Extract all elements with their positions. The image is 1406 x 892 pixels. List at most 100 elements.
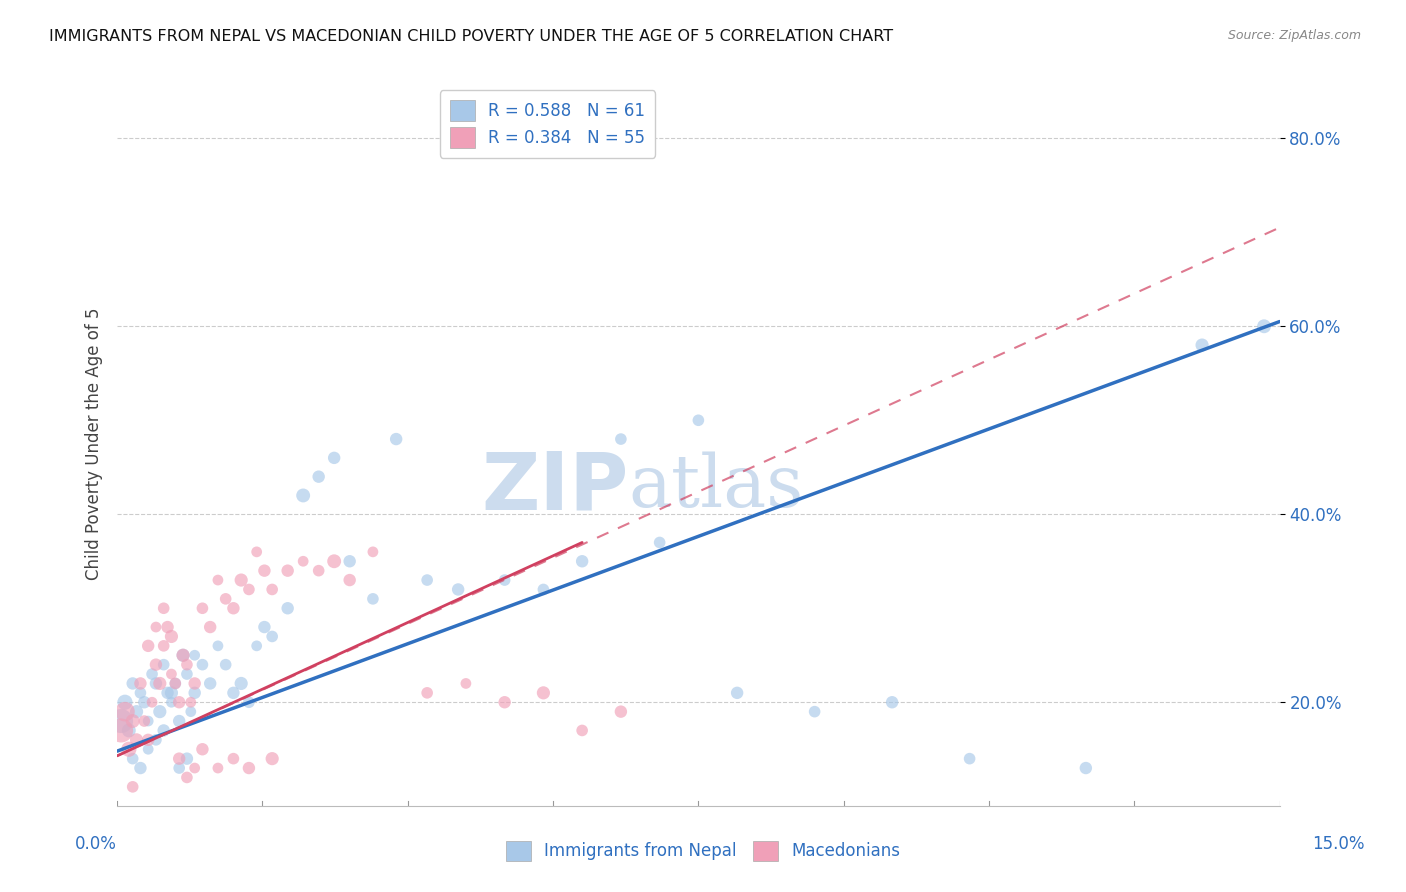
Point [160,686,183,700]
Text: 15.0%: 15.0% [1312,835,1365,853]
Point [959,751,981,765]
Point [238,695,260,709]
Point [136,742,159,756]
Point [121,780,143,794]
Point [292,488,315,502]
Point [160,630,183,644]
Point [152,657,174,672]
Point [215,657,238,672]
Point [222,751,245,765]
Point [610,705,633,719]
Point [416,686,439,700]
Point [803,705,825,719]
Point [136,639,159,653]
Point [125,732,148,747]
Point [262,751,284,765]
Point [238,582,260,597]
Point [152,601,174,615]
Point [156,620,179,634]
Point [308,469,330,483]
Point [145,676,167,690]
Point [222,601,245,615]
Point [277,601,299,615]
Text: 0.0%: 0.0% [75,835,117,853]
Point [176,771,198,785]
Point [160,667,183,681]
Point [180,695,202,709]
Point [531,582,554,597]
Point [134,695,156,709]
Point [149,676,172,690]
Point [160,695,183,709]
Point [167,751,190,765]
Point [118,742,141,756]
Point [141,695,163,709]
Point [125,705,148,719]
Point [207,639,229,653]
Point [447,582,470,597]
Point [246,545,269,559]
Point [238,761,260,775]
Point [114,705,136,719]
Point [145,620,167,634]
Point [129,686,152,700]
Point [246,639,269,653]
Point [134,714,156,728]
Point [253,620,276,634]
Point [198,676,221,690]
Point [361,545,384,559]
Point [494,573,516,587]
Point [494,695,516,709]
Point [165,676,187,690]
Point [323,450,346,465]
Text: Source: ZipAtlas.com: Source: ZipAtlas.com [1227,29,1361,42]
Point [207,761,229,775]
Point [339,573,361,587]
Text: atlas: atlas [628,452,804,523]
Point [454,676,477,690]
Point [262,582,284,597]
Point [136,714,159,728]
Point [191,601,214,615]
Point [222,686,245,700]
Point [1074,761,1097,775]
Point [110,723,132,738]
Point [121,751,143,765]
Point [610,432,633,446]
Point [183,648,205,663]
Point [231,676,253,690]
Point [167,761,190,775]
Point [277,564,299,578]
Point [183,686,205,700]
Legend: R = 0.588   N = 61, R = 0.384   N = 55: R = 0.588 N = 61, R = 0.384 N = 55 [440,90,655,158]
Point [416,573,439,587]
Point [176,751,198,765]
Point [531,686,554,700]
Point [145,657,167,672]
Point [141,667,163,681]
Point [1253,319,1275,334]
Point [129,761,152,775]
Point [118,723,141,738]
Point [172,648,194,663]
Point [156,686,179,700]
Point [571,554,593,568]
Point [253,564,276,578]
Point [688,413,710,427]
Point [180,705,202,719]
Point [725,686,748,700]
Point [152,723,174,738]
Point [167,714,190,728]
Point [215,591,238,606]
Point [165,676,187,690]
Point [323,554,346,568]
Point [176,667,198,681]
Point [176,657,198,672]
Point [149,705,172,719]
Point [308,564,330,578]
Point [231,573,253,587]
Y-axis label: Child Poverty Under the Age of 5: Child Poverty Under the Age of 5 [86,308,103,580]
Point [191,742,214,756]
Point [339,554,361,568]
Point [183,676,205,690]
